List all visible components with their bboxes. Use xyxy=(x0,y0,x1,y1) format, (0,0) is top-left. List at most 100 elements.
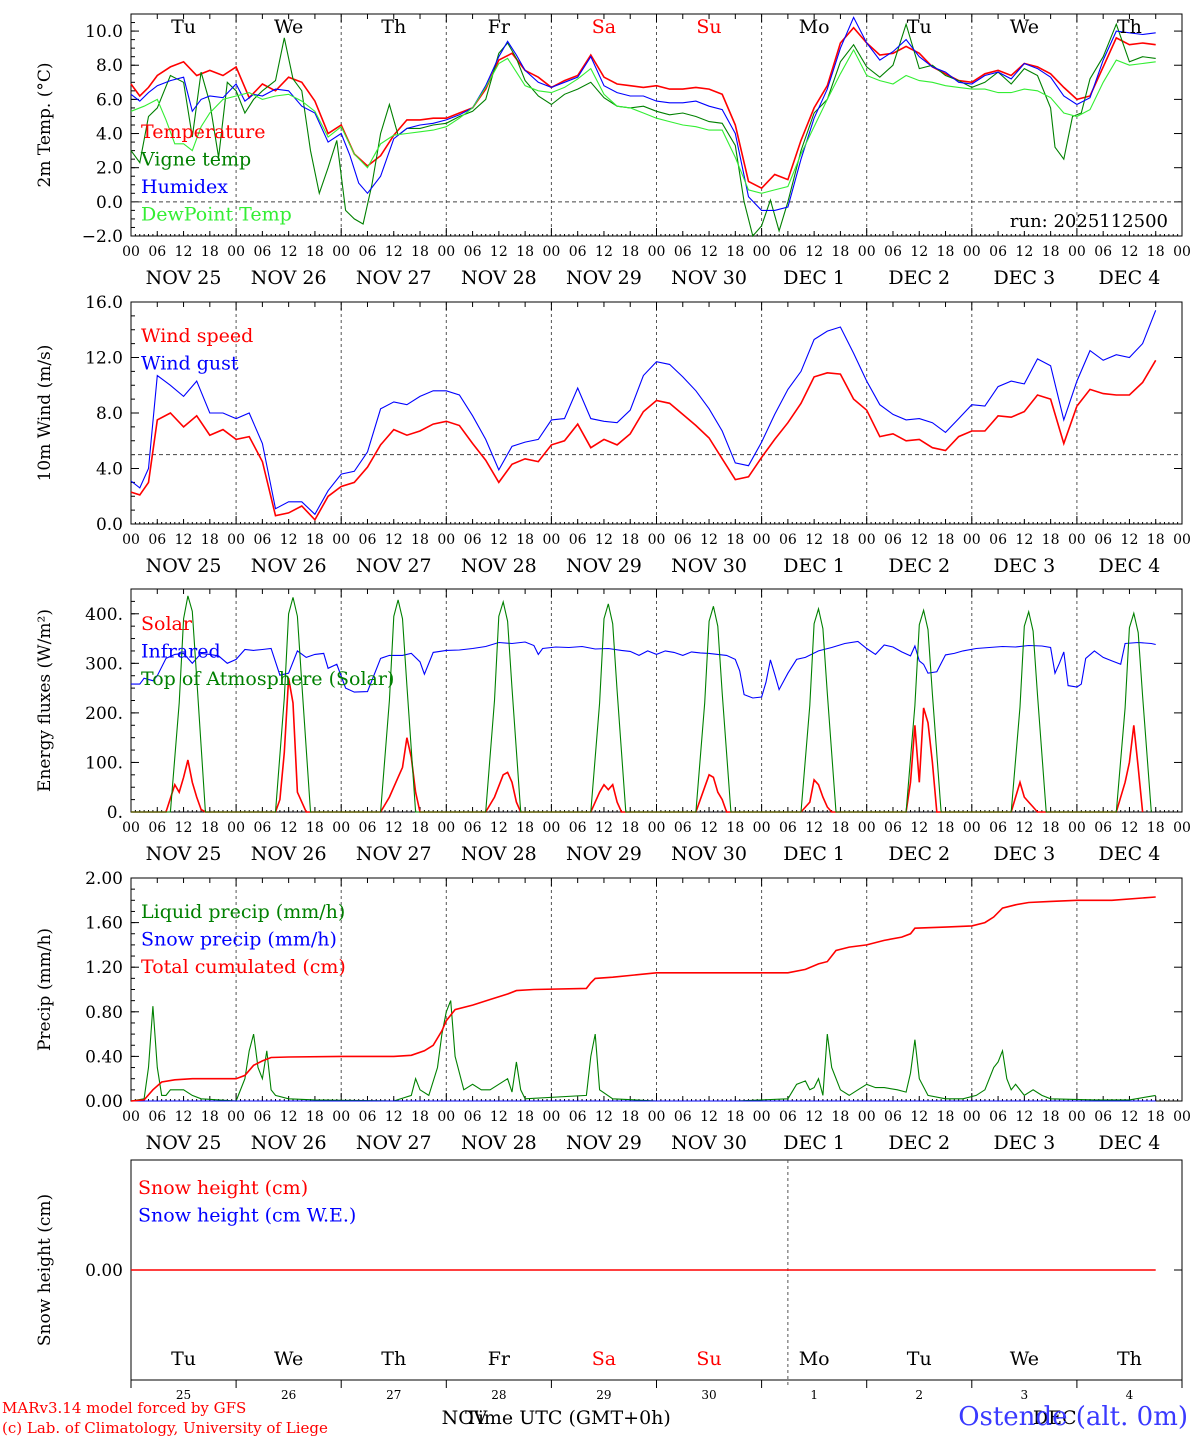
weekday-label: Tu xyxy=(171,1348,196,1370)
weekday-label: Mo xyxy=(799,16,830,38)
hour-tick-label: 06 xyxy=(569,244,587,260)
hour-tick-label: 18 xyxy=(306,1109,324,1125)
hour-tick-label: 00 xyxy=(332,1109,350,1125)
hour-tick-label: 00 xyxy=(227,820,245,836)
month-label: DEC xyxy=(1033,1407,1077,1429)
date-label: NOV 26 xyxy=(251,555,327,577)
hour-tick-label: 18 xyxy=(1147,1109,1165,1125)
hour-tick-label: 00 xyxy=(963,1109,981,1125)
legend-entry: Solar xyxy=(141,613,193,635)
panel-temp: −2.0 0.0 2.0 4.0 6.0 8.0 10.0 2m Temp. (°C) Temp… xyxy=(35,13,1191,289)
hour-tick-label: 06 xyxy=(989,820,1007,836)
legend-entry: Liquid precip (mm/h) xyxy=(141,901,345,923)
date-label: DEC 2 xyxy=(888,843,950,865)
hour-tick-label: 00 xyxy=(1068,244,1086,260)
hour-tick-label: 12 xyxy=(700,532,718,548)
series-line-wind-speed xyxy=(130,359,1157,522)
day-number-label: 1 xyxy=(810,1388,818,1402)
hour-tick-label: 00 xyxy=(227,532,245,548)
hour-tick-label: 06 xyxy=(464,820,482,836)
hour-tick-label: 18 xyxy=(832,244,850,260)
hour-tick-label: 06 xyxy=(359,532,377,548)
date-label: NOV 29 xyxy=(566,1132,642,1154)
hour-tick-label: 06 xyxy=(569,532,587,548)
hour-tick-label: 18 xyxy=(726,244,744,260)
hour-tick-label: 06 xyxy=(359,244,377,260)
legend-entry: Humidex xyxy=(141,176,228,198)
hour-tick-label: 00 xyxy=(542,1109,560,1125)
hour-tick-label: 18 xyxy=(621,244,639,260)
hour-tick-label: 00 xyxy=(753,244,771,260)
y-tick-label: 2.0 xyxy=(96,159,123,179)
day-number-label: 2 xyxy=(915,1388,923,1402)
hour-tick-label: 06 xyxy=(148,1109,166,1125)
date-label: NOV 29 xyxy=(566,555,642,577)
legend-entry: Wind gust xyxy=(141,353,239,375)
weekday-label: Th xyxy=(381,16,406,38)
run-annotation: run: 2025112500 xyxy=(1010,211,1168,232)
hour-tick-label: 18 xyxy=(937,820,955,836)
hour-tick-label: 00 xyxy=(122,820,140,836)
panel-precip: 0.00 0.40 0.80 1.20 1.60 2.00 Precip (mm/h) Liq… xyxy=(35,869,1191,1154)
weekday-label: Fr xyxy=(488,16,511,38)
hour-tick-label: 00 xyxy=(963,244,981,260)
hour-tick-label: 12 xyxy=(490,1109,508,1125)
credit-model: MARv3.14 model forced by GFS xyxy=(2,1399,247,1417)
y-tick-label: 0.00 xyxy=(85,1092,123,1112)
hour-tick-label: 06 xyxy=(464,532,482,548)
hour-tick-label: 18 xyxy=(726,532,744,548)
date-label: DEC 2 xyxy=(888,267,950,289)
hour-tick-label: 18 xyxy=(1147,820,1165,836)
y-tick-label: 0.0 xyxy=(96,515,123,535)
hour-tick-label: 12 xyxy=(385,532,403,548)
date-label: NOV 26 xyxy=(251,1132,327,1154)
hour-tick-label: 12 xyxy=(280,244,298,260)
hour-tick-label: 00 xyxy=(648,1109,666,1125)
legend-entry: Snow precip (mm/h) xyxy=(141,929,337,951)
date-label: DEC 2 xyxy=(888,1132,950,1154)
hour-tick-label: 12 xyxy=(1121,244,1139,260)
weekday-label: Su xyxy=(696,16,721,38)
y-tick-label: 100. xyxy=(85,753,123,773)
hour-tick-label: 00 xyxy=(437,1109,455,1125)
y-tick-label: 4.0 xyxy=(96,125,123,145)
hour-tick-label: 00 xyxy=(437,820,455,836)
hour-tick-label: 00 xyxy=(963,820,981,836)
weekday-label: Sa xyxy=(592,16,616,38)
date-label: DEC 2 xyxy=(888,555,950,577)
weekday-label: Su xyxy=(696,1348,721,1370)
hour-tick-label: 18 xyxy=(516,532,534,548)
hour-tick-label: 18 xyxy=(1147,532,1165,548)
hour-tick-label: 18 xyxy=(411,244,429,260)
hour-tick-label: 06 xyxy=(148,244,166,260)
hour-tick-label: 00 xyxy=(122,244,140,260)
weekday-label: Tu xyxy=(907,16,932,38)
date-label: NOV 30 xyxy=(671,555,747,577)
hour-tick-label: 06 xyxy=(989,532,1007,548)
hour-tick-label: 12 xyxy=(385,244,403,260)
hour-tick-label: 00 xyxy=(1068,1109,1086,1125)
series-line-wind-gust xyxy=(130,310,1157,516)
hour-tick-label: 12 xyxy=(1121,1109,1139,1125)
weekday-label: Fr xyxy=(488,1348,511,1370)
day-number-label: 29 xyxy=(596,1388,611,1402)
hour-tick-label: 18 xyxy=(1147,244,1165,260)
hour-tick-label: 12 xyxy=(490,820,508,836)
hour-tick-label: 12 xyxy=(700,1109,718,1125)
hour-tick-label: 12 xyxy=(175,820,193,836)
hour-tick-label: 12 xyxy=(700,244,718,260)
date-label: NOV 28 xyxy=(461,555,537,577)
hour-tick-label: 06 xyxy=(884,1109,902,1125)
weekday-label: Tu xyxy=(907,1348,932,1370)
weekday-label: Mo xyxy=(799,1348,830,1370)
panel-flux: 0. 100. 200. 300. 400. Energy fluxes (W/m²) So… xyxy=(35,588,1191,865)
y-tick-label: 1.20 xyxy=(85,958,123,978)
date-label: DEC 3 xyxy=(993,267,1055,289)
weekday-label: We xyxy=(1010,16,1039,38)
legend-entry: DewPoint Temp xyxy=(141,204,292,226)
hour-tick-label: 18 xyxy=(411,532,429,548)
hour-tick-label: 06 xyxy=(253,820,271,836)
date-label: DEC 1 xyxy=(783,555,845,577)
date-label: NOV 26 xyxy=(251,843,327,865)
y-tick-label: 2.00 xyxy=(85,869,123,889)
